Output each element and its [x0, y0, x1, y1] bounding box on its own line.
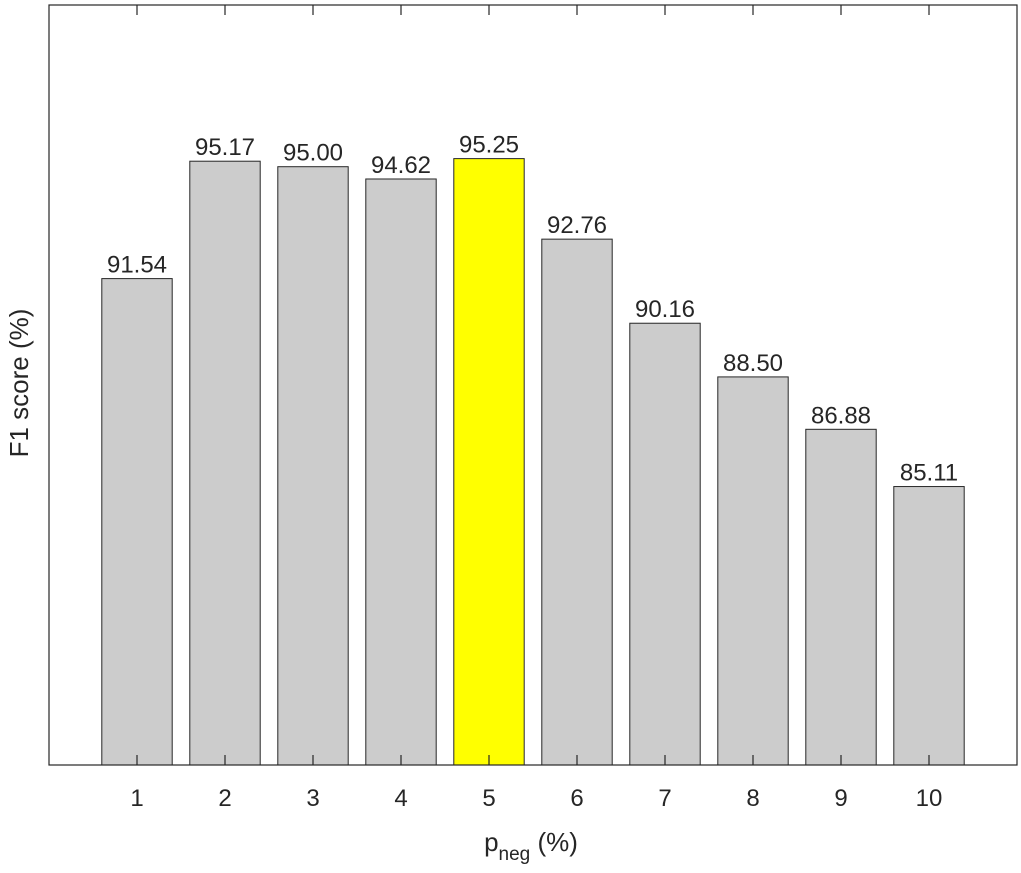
x-tick-label-1: 1	[130, 785, 143, 812]
value-label-10: 85.11	[900, 460, 958, 487]
value-label-7: 90.16	[635, 296, 695, 323]
x-tick-label-5: 5	[482, 785, 495, 812]
bar-8	[717, 376, 789, 766]
x-tick-label-9: 9	[834, 785, 847, 812]
value-label-5: 95.25	[459, 132, 519, 159]
value-label-2: 95.17	[195, 134, 255, 161]
bar-3	[277, 166, 349, 766]
x-tick-label-10: 10	[916, 785, 943, 812]
x-axis-label: pneg (%)	[484, 827, 578, 865]
ticks-group	[136, 5, 930, 765]
x-tick-label-8: 8	[746, 785, 759, 812]
value-label-9: 86.88	[811, 402, 871, 429]
x-tick-label-6: 6	[570, 785, 583, 812]
bar-10	[893, 486, 965, 766]
x-tick-label-7: 7	[658, 785, 671, 812]
bar-6	[541, 238, 613, 766]
value-label-4: 94.62	[371, 152, 431, 179]
value-label-6: 92.76	[547, 212, 607, 239]
plot-frame	[48, 4, 1018, 766]
x-tick-label-3: 3	[306, 785, 319, 812]
bars-group	[101, 158, 965, 766]
x-tick-label-2: 2	[218, 785, 231, 812]
bar-9	[805, 428, 877, 766]
value-label-3: 95.00	[283, 140, 343, 167]
bar-2	[189, 160, 261, 766]
x-tick-label-4: 4	[394, 785, 407, 812]
bar-5	[453, 158, 525, 766]
x-tick-labels-group: 1 2 3 4 5 6 7 8 9 10	[130, 785, 942, 812]
bar-4	[365, 178, 437, 766]
bar-7	[629, 322, 701, 766]
bar-1	[101, 278, 173, 766]
value-label-8: 88.50	[723, 350, 783, 377]
value-labels-group: 91.54 95.17 95.00 94.62 95.25 92.76 90.16 88.50…	[107, 132, 958, 487]
value-label-1: 91.54	[107, 252, 167, 279]
y-axis-label: F1 score (%)	[4, 309, 34, 458]
